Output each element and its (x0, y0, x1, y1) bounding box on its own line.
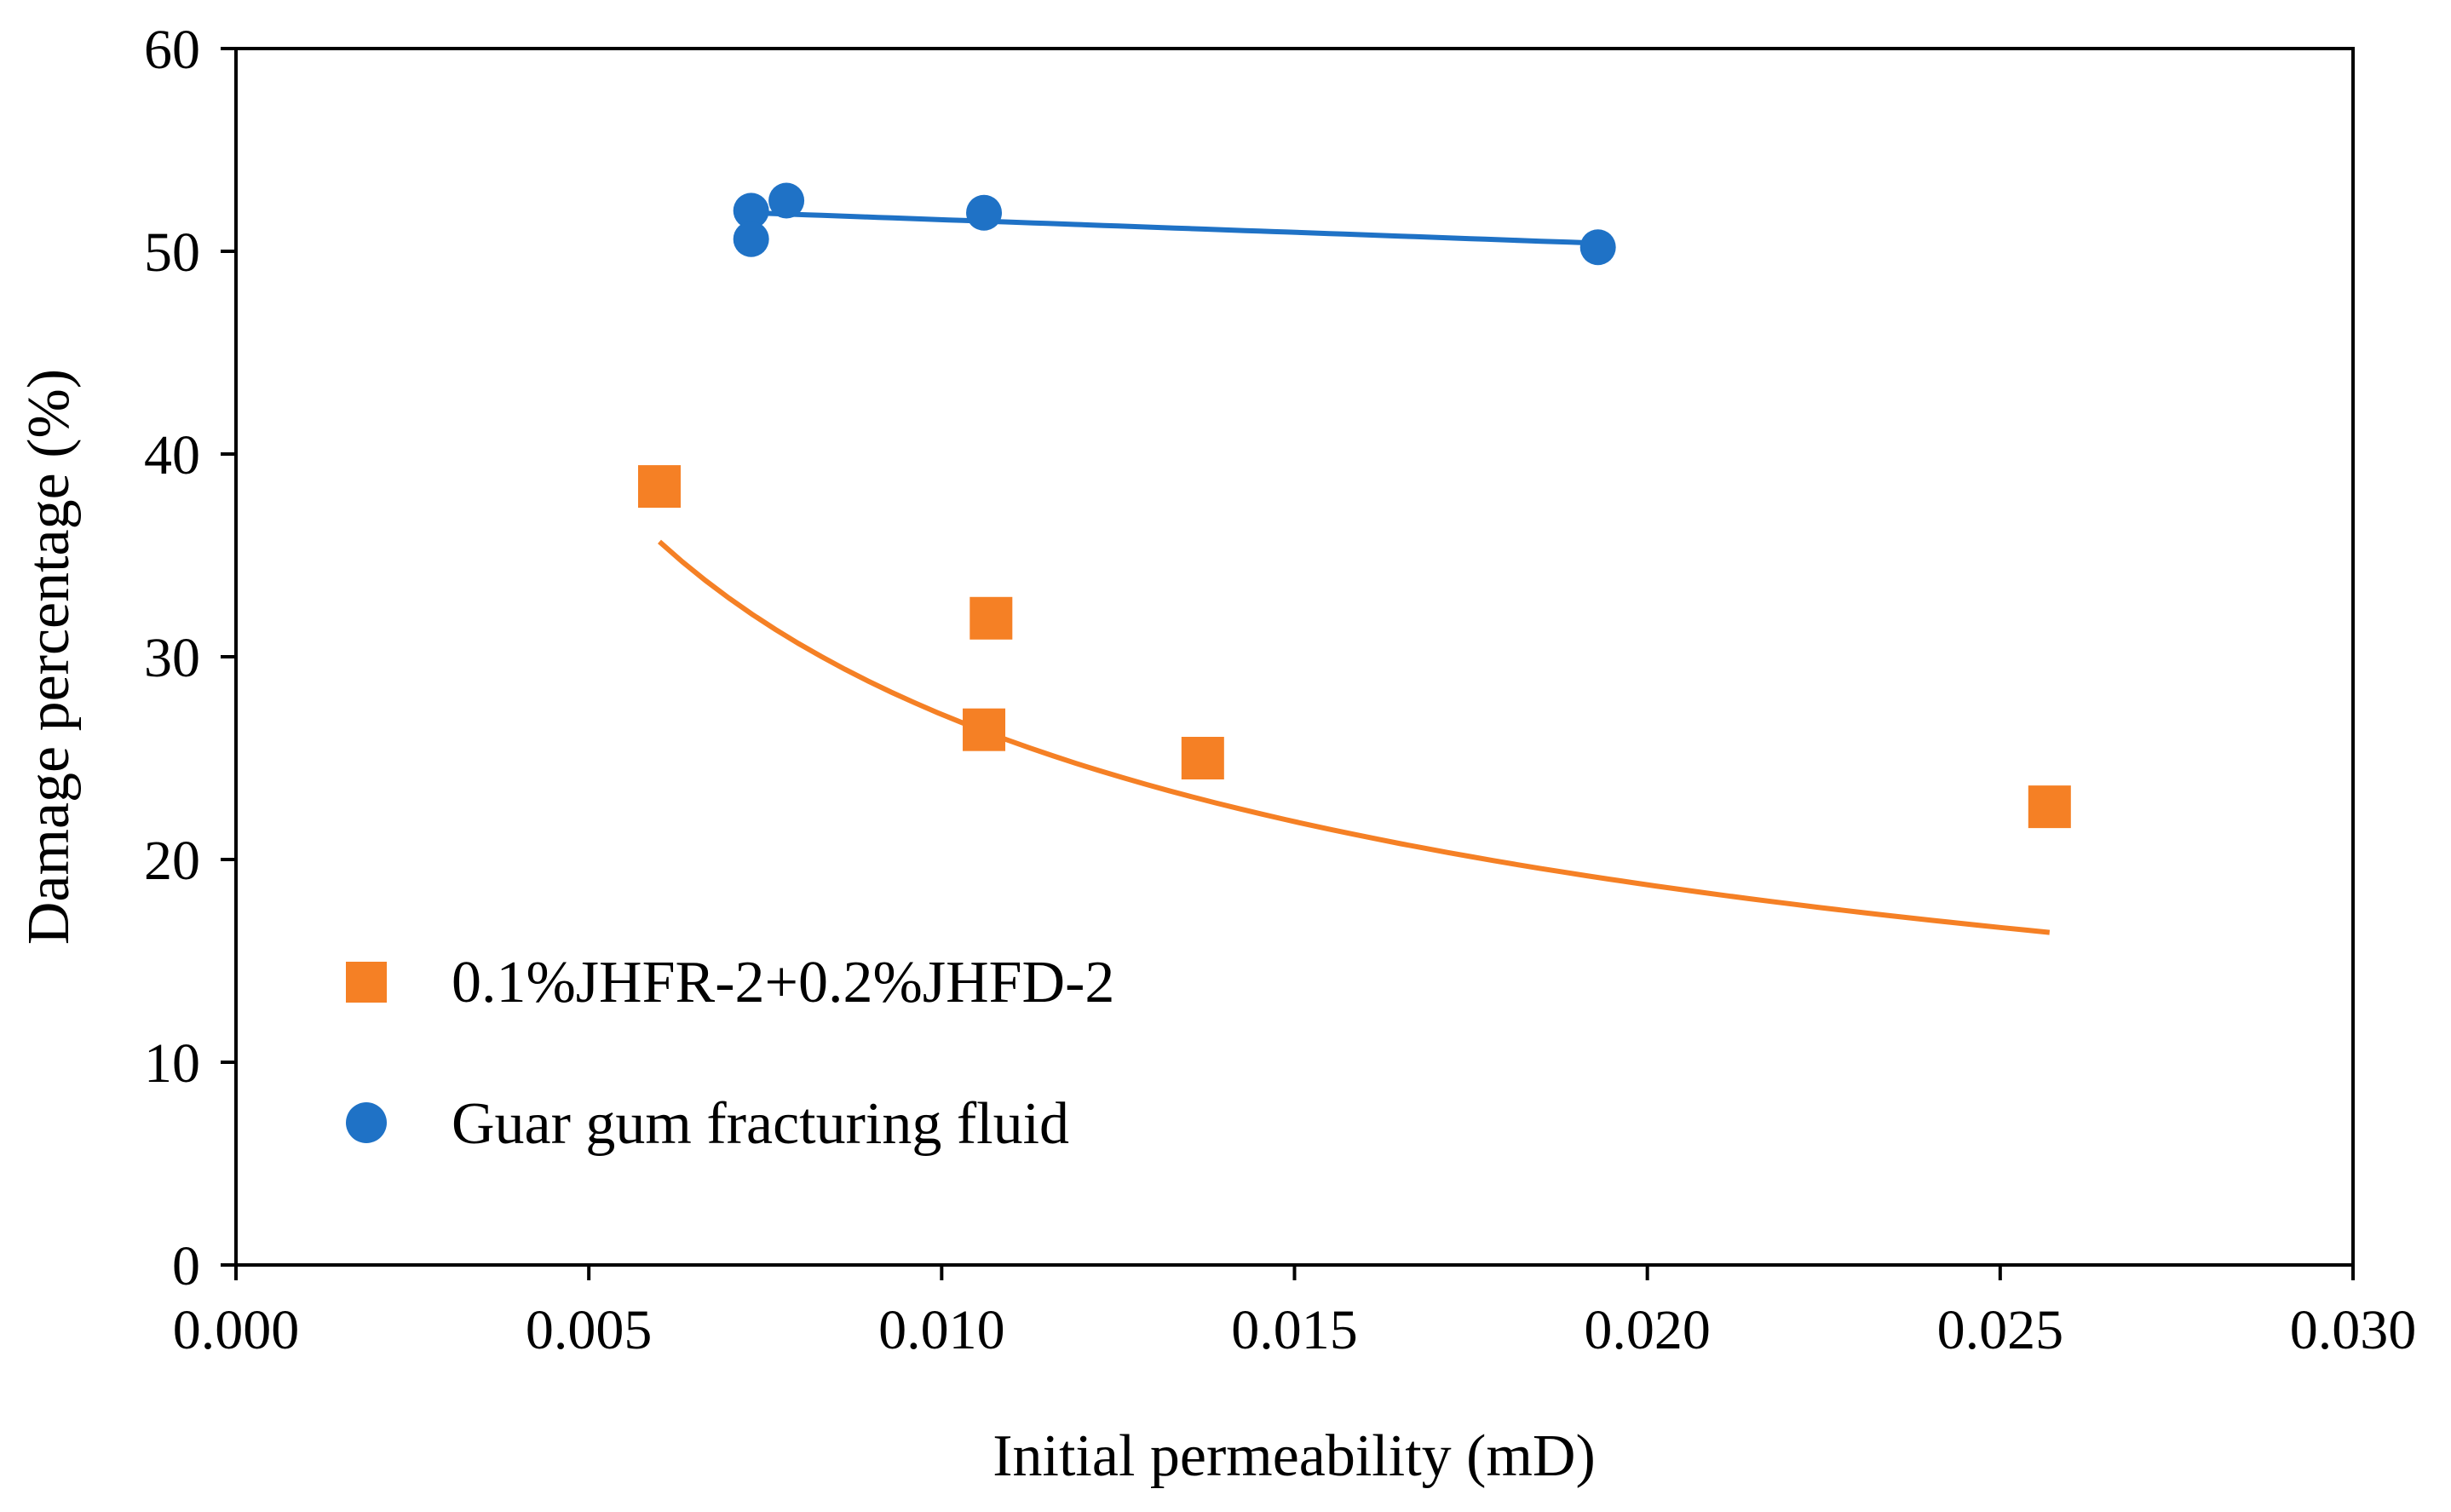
x-axis-ticks: 0.000 0.005 0.010 0.015 0.020 0.025 0.030 (173, 1265, 2417, 1361)
legend-square-marker (346, 962, 387, 1003)
legend-circle-marker (346, 1102, 387, 1143)
legend-label-jhfr: 0.1%JHFR-2+0.2%JHFD-2 (452, 950, 1114, 1015)
point-circle (733, 221, 769, 257)
legend-label-guar: Guar gum fracturing fluid (452, 1091, 1069, 1157)
point-circle (966, 194, 1003, 231)
point-square (638, 465, 681, 509)
point-square (2028, 785, 2071, 829)
point-square (969, 596, 1013, 640)
y-tick-label: 20 (144, 830, 200, 892)
point-circle (768, 182, 805, 219)
y-tick-label: 10 (144, 1032, 200, 1095)
trendlines (658, 210, 2051, 935)
x-tick-label: 0.030 (2290, 1299, 2417, 1361)
x-tick-label: 0.005 (526, 1299, 653, 1361)
y-axis-title: Damage percentage (%) (16, 369, 82, 945)
x-tick-label: 0.020 (1584, 1299, 1711, 1361)
x-tick-label: 0.015 (1231, 1299, 1358, 1361)
point-circle (1579, 229, 1616, 266)
point-square (963, 708, 1006, 751)
y-tick-label: 50 (144, 221, 200, 284)
y-tick-label: 0 (172, 1235, 200, 1297)
x-axis-title: Initial permeability (mD) (992, 1423, 1596, 1489)
y-axis-ticks: 0 10 20 30 40 50 60 (144, 19, 236, 1297)
y-tick-label: 60 (144, 19, 200, 81)
data-points (638, 182, 2071, 829)
point-circle (733, 193, 769, 229)
y-tick-label: 40 (144, 424, 200, 486)
trendline-series-1 (751, 210, 1598, 246)
trendline-series-0 (658, 539, 2051, 935)
y-tick-label: 30 (144, 627, 200, 689)
point-square (1181, 737, 1224, 779)
x-tick-label: 0.000 (173, 1299, 300, 1361)
x-tick-label: 0.025 (1937, 1299, 2064, 1361)
x-tick-label: 0.010 (878, 1299, 1005, 1361)
legend: 0.1%JHFR-2+0.2%JHFD-2 Guar gum fracturin… (346, 950, 1114, 1157)
